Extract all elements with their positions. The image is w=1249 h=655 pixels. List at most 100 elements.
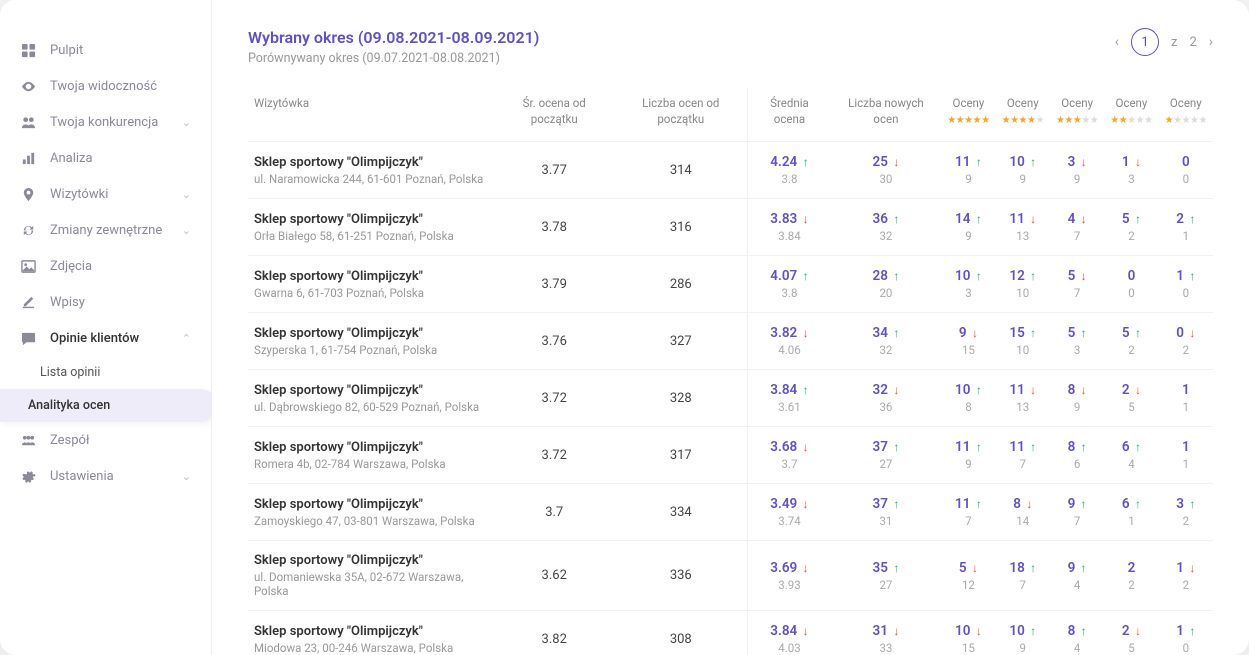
count-start-cell: 328 [614,370,748,427]
metric-cell: 2 2 [1104,541,1158,611]
metric-cell: 1 ↓3 [1104,142,1158,199]
avg-start-cell: 3.72 [494,427,614,484]
metric-cell: 11 ↑9 [941,142,995,199]
sidebar-item-opinie-klientów[interactable]: Opinie klientów ⌃ [0,320,211,356]
sidebar-item-label: Wizytówki [50,187,108,202]
metric-cell: 37 ↑27 [831,427,942,484]
metric-cell: 10 ↑8 [941,370,995,427]
metric-cell: 25 ↓30 [831,142,942,199]
store-cell[interactable]: Sklep sportowy "Olimpijczyk"ul. Dąbrowsk… [248,370,494,427]
chevron-down-icon: ⌄ [182,116,191,129]
header-row: Wybrany okres (09.08.2021-08.09.2021) Po… [248,28,1213,66]
metric-cell: 32 ↓36 [831,370,942,427]
avg-start-cell: 3.77 [494,142,614,199]
avg-start-cell: 3.72 [494,370,614,427]
metric-cell: 9 ↓15 [941,313,995,370]
metric-cell: 10 ↓15 [941,611,995,655]
image-icon [20,258,36,274]
store-name: Sklep sportowy "Olimpijczyk" [254,553,488,568]
sidebar-subitem-lista-opinii[interactable]: Lista opinii [0,356,211,389]
sidebar-item-label: Zespół [50,433,90,448]
store-cell[interactable]: Sklep sportowy "Olimpijczyk" Miodowa 23, … [248,611,494,655]
table-row: Sklep sportowy "Olimpijczyk"ul. Naramowi… [248,142,1213,199]
store-cell[interactable]: Sklep sportowy "Olimpijczyk" ul. Domaniew… [248,541,494,611]
sidebar-item-label: Opinie klientów [50,331,139,346]
sidebar-item-ustawienia[interactable]: Ustawienia⌄ [0,458,211,494]
sidebar-item-zdjęcia[interactable]: Zdjęcia [0,248,211,284]
sidebar-item-pulpit[interactable]: Pulpit [0,32,211,68]
chart-icon [20,150,36,166]
metric-cell: 1 ↑0 [1159,611,1213,655]
store-cell[interactable]: Sklep sportowy "Olimpijczyk"Zamoyskiego … [248,484,494,541]
pager-next[interactable]: › [1209,34,1213,50]
table-head: Wizytówka Śr. ocena od początku Liczba o… [248,88,1213,142]
metric-cell: 0 ↓2 [1159,313,1213,370]
sidebar-item-twoja-widoczność[interactable]: Twoja widoczność [0,68,211,104]
store-cell[interactable]: Sklep sportowy "Olimpijczyk" Orła Białego… [248,199,494,256]
sidebar-item-zmiany-zewnętrzne[interactable]: Zmiany zewnętrzne⌄ [0,212,211,248]
metric-cell: 35 ↑27 [831,541,942,611]
metric-cell: 8 ↑4 [1050,611,1104,655]
table-row: Sklep sportowy "Olimpijczyk"Gwarna 6, 61… [248,256,1213,313]
sidebar-item-label: Twoja widoczność [50,79,157,94]
col-2star: Oceny★★★★★ [1104,88,1158,142]
store-name: Sklep sportowy "Olimpijczyk" [254,212,488,227]
sidebar-subitem-analityka-ocen[interactable]: Analityka ocen [0,389,212,422]
metric-cell: 37 ↑31 [831,484,942,541]
store-cell[interactable]: Sklep sportowy "Olimpijczyk"Romera 4b, 0… [248,427,494,484]
store-name: Sklep sportowy "Olimpijczyk" [254,624,488,639]
pager-total: 2 [1189,35,1196,50]
store-address: ul. Naramowicka 244, 61-601 Poznań, Pols… [254,172,488,186]
sidebar-item-analiza[interactable]: Analiza [0,140,211,176]
metric-cell: 11 ↓13 [996,199,1050,256]
sidebar-item-label: Wpisy [50,295,85,310]
store-name: Sklep sportowy "Olimpijczyk" [254,383,488,398]
ratings-table: Wizytówka Śr. ocena od początku Liczba o… [248,88,1213,655]
store-address: Szyperska 1, 61-754 Poznań, Polska [254,343,488,357]
store-address: ul. Domaniewska 35A, 02-672 Warszawa, Po… [254,570,488,598]
metric-cell: 10 ↑9 [996,611,1050,655]
count-start-cell: 317 [614,427,748,484]
store-cell[interactable]: Sklep sportowy "Olimpijczyk"Gwarna 6, 61… [248,256,494,313]
sidebar-item-label: Twoja konkurencja [50,115,158,130]
metric-cell: 28 ↑20 [831,256,942,313]
avg-start-cell: 3.79 [494,256,614,313]
eye-icon [20,78,36,94]
stars-5-icon: ★★★★★ [947,115,989,126]
metric-cell: 3 ↓9 [1050,142,1104,199]
avg-start-cell: 3.7 [494,484,614,541]
store-address: Miodowa 23, 00-246 Warszawa, Polska [254,641,488,655]
sidebar-item-label: Zmiany zewnętrzne [50,223,162,238]
sidebar-item-label: Pulpit [50,43,83,58]
col-count-start: Liczba ocen od początku [614,88,748,142]
metric-cell: 0 0 [1104,256,1158,313]
chevron-down-icon: ⌄ [182,188,191,201]
sidebar-item-twoja-konkurencja[interactable]: Twoja konkurencja ⌄ [0,104,211,140]
col-1star: Oceny★★★★★ [1159,88,1213,142]
count-start-cell: 327 [614,313,748,370]
metric-cell: 3 ↑2 [1159,484,1213,541]
avg-start-cell: 3.82 [494,611,614,655]
pager-current[interactable]: 1 [1131,28,1159,56]
chevron-up-icon: ⌃ [182,332,191,345]
store-cell[interactable]: Sklep sportowy "Olimpijczyk"Szyperska 1,… [248,313,494,370]
store-name: Sklep sportowy "Olimpijczyk" [254,497,488,512]
store-address: Orła Białego 58, 61-251 Poznań, Polska [254,229,488,243]
pager-sep: z [1171,35,1177,50]
metric-cell: 3.69 ↓3.93 [748,541,831,611]
count-start-cell: 336 [614,541,748,611]
pager-prev[interactable]: ‹ [1115,34,1119,50]
metric-cell: 8 ↓14 [996,484,1050,541]
metric-cell: 1 ↓2 [1159,541,1213,611]
sidebar-item-wpisy[interactable]: Wpisy [0,284,211,320]
store-cell[interactable]: Sklep sportowy "Olimpijczyk"ul. Naramowi… [248,142,494,199]
metric-cell: 5 ↑2 [1104,199,1158,256]
metric-cell: 34 ↑32 [831,313,942,370]
sidebar-item-wizytówki[interactable]: Wizytówki ⌄ [0,176,211,212]
sidebar-item-zespół[interactable]: Zespół [0,422,211,458]
team-icon [20,432,36,448]
metric-cell: 1 ↑0 [1159,256,1213,313]
col-3star: Oceny★★★★★ [1050,88,1104,142]
chat-icon [20,330,36,346]
table-row: Sklep sportowy "Olimpijczyk"Szyperska 1,… [248,313,1213,370]
